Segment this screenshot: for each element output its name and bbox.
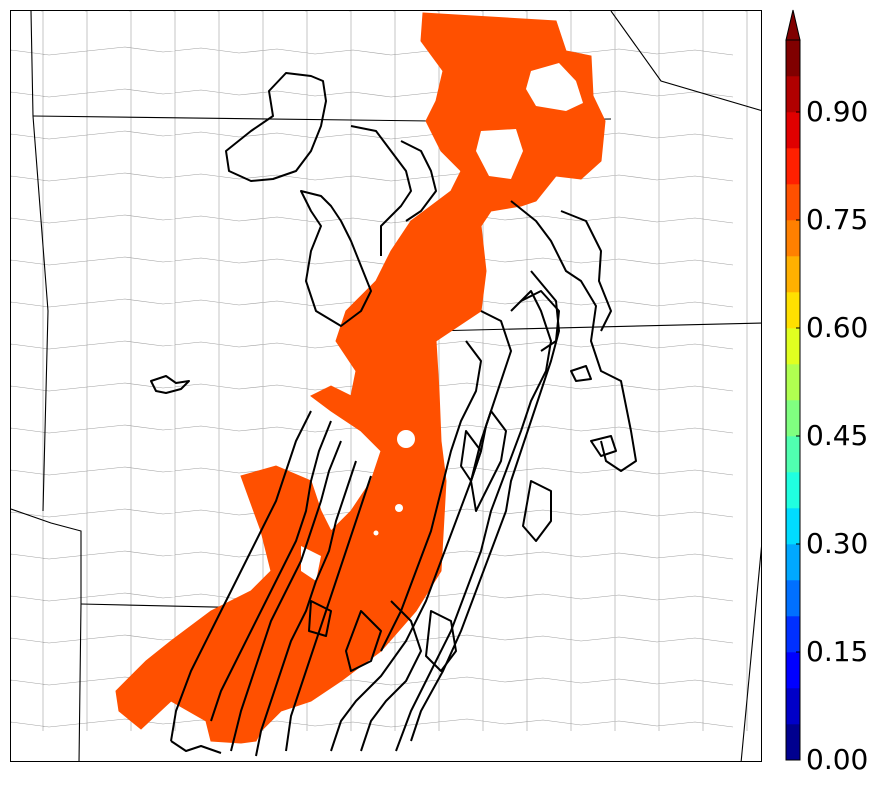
colorbar-segment (786, 112, 800, 149)
probability-fill (115, 12, 606, 744)
map-canvas (11, 11, 761, 761)
ensemble-contours (150, 72, 637, 757)
colorbar-frame (785, 39, 801, 761)
colorbar-segment (786, 652, 800, 689)
colorbar-segment (786, 400, 800, 437)
colorbar-segment (786, 220, 800, 257)
map-panel (10, 10, 762, 762)
colorbar-segment (786, 364, 800, 401)
colorbar-segment (786, 724, 800, 761)
colorbar-segment (786, 580, 800, 617)
colorbar-tick-label: 0.00 (806, 743, 869, 776)
colorbar-tick-label: 0.30 (806, 527, 869, 560)
colorbar-segment (786, 436, 800, 473)
colorbar-tick-label: 0.75 (806, 203, 869, 236)
colorbar-tick-label: 0.45 (806, 419, 869, 452)
colorbar-tick-label: 0.90 (806, 95, 869, 128)
colorbar-segment (786, 76, 800, 113)
colorbar-tick-label: 0.60 (806, 311, 869, 344)
colorbar-extend-arrow (785, 9, 801, 41)
colorbar (785, 9, 801, 761)
colorbar-segment (786, 148, 800, 185)
fill-holes (301, 63, 583, 581)
colorbar-segment (786, 616, 800, 653)
colorbar-segment (786, 256, 800, 293)
colorbar-segment (786, 292, 800, 329)
colorbar-segment (786, 328, 800, 365)
colorbar-tick-label: 0.15 (806, 635, 869, 668)
colorbar-segment (786, 184, 800, 221)
colorbar-segment (786, 508, 800, 545)
colorbar-segment (786, 40, 800, 77)
colorbar-segment (786, 472, 800, 509)
colorbar-segment (786, 544, 800, 581)
colorbar-segment (786, 688, 800, 725)
